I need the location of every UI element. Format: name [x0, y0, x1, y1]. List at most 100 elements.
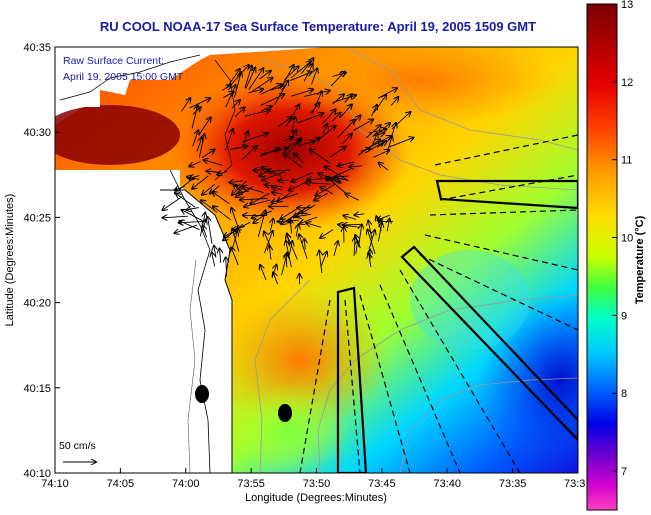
current-vector	[198, 117, 211, 136]
current-vector	[204, 160, 223, 166]
x-tick-label: 73:40	[433, 478, 461, 490]
x-axis: 74:10 74:05 74:00 73:55 73:50 73:45 73:40 73:35…	[41, 468, 585, 490]
coastline-north	[59, 54, 201, 101]
current-vector	[262, 167, 282, 177]
current-vector	[287, 234, 290, 247]
current-vector	[248, 89, 263, 94]
current-vector	[234, 72, 242, 98]
current-vector	[391, 112, 411, 130]
survey-box-south	[336, 286, 368, 473]
sst-field	[55, 47, 578, 473]
y-axis-label: Latitude (Degrees:Minutes)	[4, 194, 16, 327]
current-vector	[374, 133, 385, 135]
current-vector	[223, 92, 233, 99]
current-vector	[262, 171, 285, 181]
current-vector	[196, 138, 202, 152]
current-vector	[242, 131, 248, 146]
current-vector	[302, 204, 316, 214]
station-marker	[195, 385, 209, 403]
x-tick-label: 74:05	[107, 478, 135, 490]
current-vector	[277, 192, 291, 202]
current-vector	[270, 219, 273, 231]
current-vector	[371, 105, 377, 117]
current-vector	[373, 150, 389, 158]
current-vector	[304, 91, 330, 97]
current-vector	[280, 208, 297, 219]
current-vector	[252, 210, 272, 218]
current-vector	[300, 216, 318, 224]
cyan-region	[410, 250, 530, 350]
current-vector	[192, 175, 209, 189]
current-vector	[337, 120, 355, 138]
current-vector	[260, 94, 285, 106]
current-vector	[259, 167, 272, 176]
current-vector	[244, 66, 252, 88]
y-tick-label: 40:20	[23, 298, 51, 310]
current-vector	[260, 148, 279, 157]
x-tick-label: 73:3	[564, 478, 585, 490]
current-vector	[377, 223, 382, 242]
current-vector	[320, 229, 334, 238]
current-vector	[269, 246, 271, 260]
bathymetry-contour	[254, 279, 311, 473]
current-vector	[273, 272, 279, 285]
current-vector	[291, 89, 313, 97]
current-vector	[236, 221, 251, 230]
current-vector	[290, 130, 297, 139]
colorbar-tick-label: 11	[621, 155, 632, 167]
current-vector	[290, 61, 311, 79]
current-vector	[389, 138, 413, 148]
current-vector	[224, 129, 233, 151]
current-vector	[355, 235, 361, 249]
current-vector	[263, 231, 272, 254]
current-vector	[176, 194, 196, 208]
current-vector	[368, 129, 387, 134]
current-vector	[281, 253, 288, 276]
legend-line-1: Raw Surface Current:	[63, 55, 164, 67]
current-vector	[387, 219, 389, 232]
current-vector	[192, 130, 199, 147]
current-vector	[244, 199, 271, 207]
current-vector	[261, 106, 272, 112]
current-vector	[301, 58, 313, 74]
bathymetry-contour	[399, 377, 578, 473]
current-vector	[175, 186, 185, 190]
y-axis: 40:35 40:30 40:25 40:20 40:15 40:10	[23, 42, 60, 480]
current-vector	[214, 246, 216, 258]
current-vector	[345, 194, 359, 201]
x-tick-label: 74:00	[172, 478, 200, 490]
current-vector	[181, 98, 191, 112]
current-vector	[260, 84, 282, 95]
current-vector	[212, 252, 215, 267]
current-vector	[294, 153, 304, 163]
coastal-hot-region	[55, 105, 180, 165]
current-vector	[331, 179, 341, 185]
y-tick-label: 40:10	[23, 468, 51, 480]
current-vector	[269, 86, 286, 91]
y-tick-label: 40:35	[23, 42, 51, 54]
current-vector	[206, 171, 221, 173]
current-vector	[271, 265, 276, 278]
current-vector	[248, 68, 264, 90]
current-vector	[289, 241, 292, 256]
current-vector	[310, 149, 331, 164]
survey-box-southeast	[400, 245, 578, 442]
current-vector	[277, 117, 292, 128]
current-vector	[231, 100, 240, 109]
current-vector	[343, 224, 361, 225]
colorbar-tick-label: 8	[621, 388, 627, 400]
current-vector	[306, 223, 322, 228]
current-vector	[236, 185, 254, 197]
current-vector	[386, 136, 392, 153]
current-vector	[220, 249, 221, 263]
current-vector	[319, 251, 322, 274]
current-vector	[189, 161, 201, 167]
colorbar-tick-label: 7	[621, 466, 627, 478]
current-vector	[264, 231, 272, 249]
current-vector	[163, 216, 189, 218]
current-vector	[317, 126, 336, 141]
land-upper-left	[55, 47, 100, 107]
current-vector	[289, 181, 307, 191]
current-vector	[299, 234, 308, 259]
